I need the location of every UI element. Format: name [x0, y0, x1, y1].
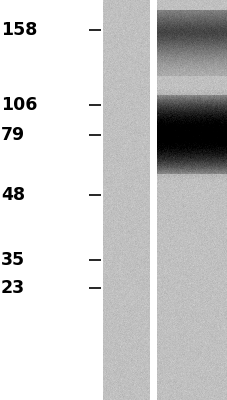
Text: 79: 79 — [1, 126, 25, 144]
Bar — [149, 0, 156, 400]
Text: 158: 158 — [1, 21, 37, 39]
Text: 23: 23 — [1, 279, 25, 297]
Text: 106: 106 — [1, 96, 37, 114]
Text: 35: 35 — [1, 251, 25, 269]
Text: 48: 48 — [1, 186, 25, 204]
